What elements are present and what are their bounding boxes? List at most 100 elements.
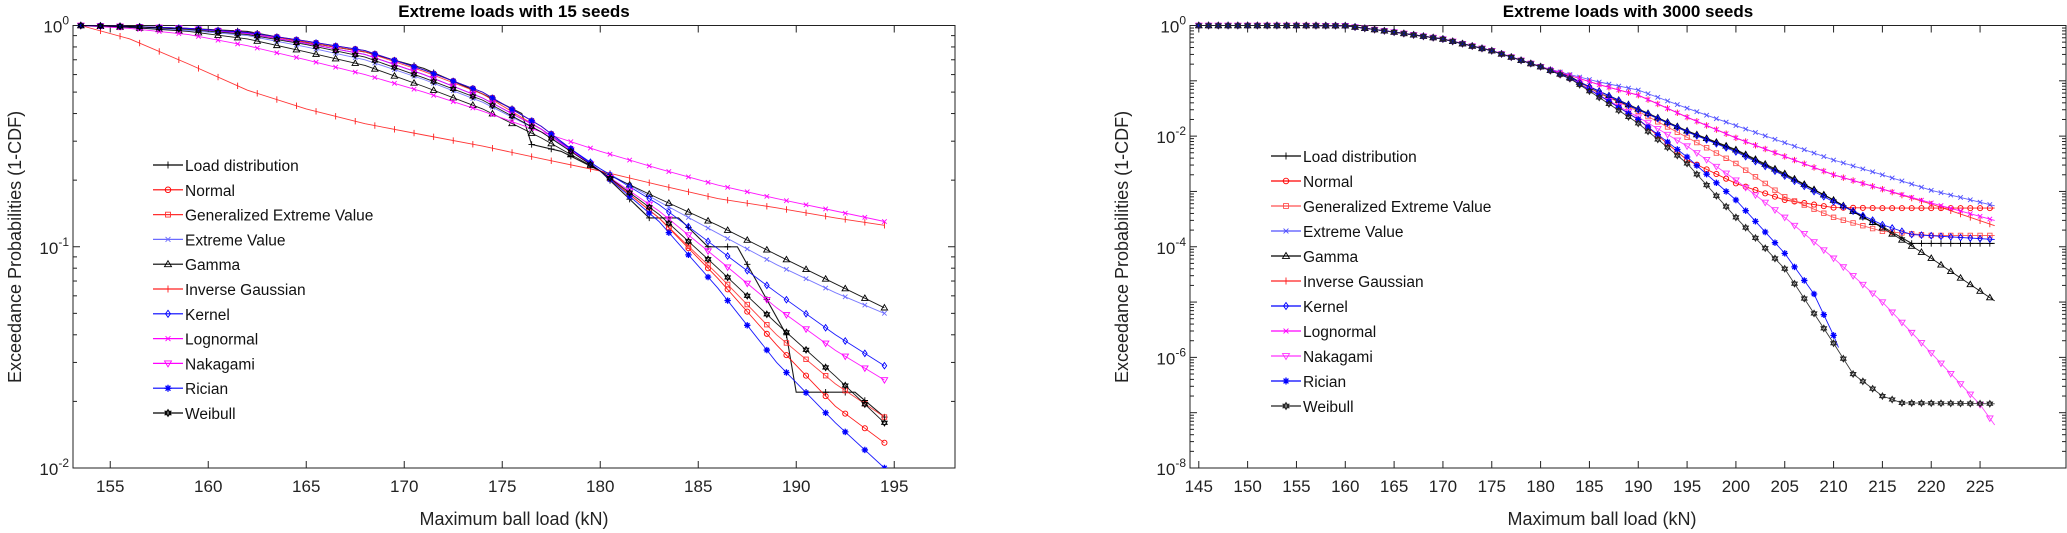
marker-circle xyxy=(881,439,888,446)
marker-star xyxy=(332,42,339,50)
marker-hexagram xyxy=(1888,395,1896,404)
marker-hexagram xyxy=(1800,294,1808,303)
marker-star xyxy=(1595,91,1603,99)
marker-x xyxy=(411,86,417,92)
marker-diamond xyxy=(1899,227,1905,236)
marker-x xyxy=(1645,97,1651,103)
marker-circle xyxy=(1850,204,1857,211)
marker-x xyxy=(165,236,171,243)
marker-x xyxy=(1860,180,1866,186)
legend-label: Gamma xyxy=(1303,249,1359,266)
marker-circle xyxy=(1908,205,1915,212)
legend-item: Weibull xyxy=(1271,399,1354,416)
marker-triangle-down xyxy=(762,296,771,304)
marker-square xyxy=(881,414,888,420)
marker-x xyxy=(666,168,672,175)
marker-diamond xyxy=(1645,110,1651,119)
series-inverse-gaussian xyxy=(1198,22,1995,228)
marker-star xyxy=(175,24,183,32)
marker-triangle-down xyxy=(1888,309,1897,317)
marker-x xyxy=(764,193,770,199)
marker-x xyxy=(1635,87,1641,93)
marker-x xyxy=(333,64,339,70)
marker-diamond xyxy=(1860,211,1866,220)
marker-x xyxy=(489,112,495,118)
marker-x xyxy=(744,246,750,252)
legend-label: Rician xyxy=(1303,374,1346,391)
marker-hexagram xyxy=(1966,399,1974,408)
marker-diamond xyxy=(783,295,790,304)
marker-hexagram xyxy=(371,56,379,65)
marker-x xyxy=(1713,116,1719,122)
marker-x xyxy=(1938,190,1944,196)
marker-x xyxy=(1723,131,1729,137)
y-tick-exponent: -2 xyxy=(1175,124,1186,138)
marker-circle xyxy=(1771,193,1778,200)
marker-square xyxy=(1879,228,1886,235)
marker-x xyxy=(1957,194,1964,200)
marker-x xyxy=(274,50,280,56)
x-tick-label: 150 xyxy=(1233,477,1261,496)
marker-diamond xyxy=(1957,233,1964,242)
marker-hexagram xyxy=(567,147,575,156)
marker-diamond xyxy=(1928,231,1935,240)
marker-hexagram xyxy=(508,111,516,121)
marker-diamond xyxy=(1733,147,1739,156)
marker-triangle-up xyxy=(1917,248,1926,255)
marker-hexagram xyxy=(528,122,536,131)
marker-triangle-up xyxy=(802,265,811,272)
marker-x xyxy=(1909,194,1915,200)
marker-triangle-up xyxy=(1946,267,1955,275)
marker-hexagram xyxy=(273,35,281,44)
marker-diamond xyxy=(803,309,809,318)
marker-square xyxy=(1782,194,1788,200)
marker-square xyxy=(1899,230,1905,236)
marker-x xyxy=(1664,105,1671,111)
marker-hexagram xyxy=(1790,279,1799,288)
marker-hexagram xyxy=(1810,309,1818,318)
marker-x xyxy=(1674,110,1680,116)
marker-triangle-down xyxy=(1868,290,1877,298)
marker-x xyxy=(1909,181,1915,187)
marker-hexagram xyxy=(410,70,418,79)
legend-item: Inverse Gaussian xyxy=(1271,274,1424,291)
marker-hexagram xyxy=(1546,66,1554,75)
marker-circle xyxy=(1713,171,1720,178)
marker-x xyxy=(725,184,731,190)
marker-x xyxy=(1850,163,1856,169)
marker-hexagram xyxy=(1927,399,1935,408)
marker-x xyxy=(431,92,437,98)
y-tick-exponent: -4 xyxy=(1175,235,1186,249)
marker-hexagram xyxy=(1380,26,1388,35)
marker-x xyxy=(1948,192,1954,198)
marker-star xyxy=(469,85,477,92)
marker-hexagram xyxy=(841,381,849,390)
marker-circle xyxy=(1282,177,1290,185)
marker-x xyxy=(1879,186,1885,192)
marker-x xyxy=(764,256,770,262)
series-line xyxy=(80,25,885,222)
marker-hexagram xyxy=(782,328,791,337)
marker-square xyxy=(165,211,171,218)
marker-x xyxy=(842,210,848,216)
x-tick-label: 220 xyxy=(1917,477,1945,496)
marker-x xyxy=(1752,142,1758,148)
marker-triangle-up xyxy=(547,139,556,147)
marker-star xyxy=(1791,263,1798,271)
marker-x xyxy=(1987,216,1993,222)
marker-triangle-up xyxy=(1878,223,1887,231)
marker-x xyxy=(1645,91,1651,97)
marker-hexagram xyxy=(1839,354,1847,363)
marker-square xyxy=(744,301,750,308)
marker-x xyxy=(744,189,750,195)
marker-diamond xyxy=(1781,172,1788,181)
marker-triangle-up xyxy=(410,78,419,86)
marker-hexagram xyxy=(1390,27,1398,37)
marker-hexagram xyxy=(1429,33,1437,42)
axes: 145 150 155 160 165 170 175 180 185 190 195 200 205 2… xyxy=(1156,14,2067,496)
marker-star xyxy=(763,346,771,354)
marker-x xyxy=(1762,146,1768,152)
legend-item: Lognormal xyxy=(1271,324,1376,341)
marker-star xyxy=(489,94,496,102)
marker-square xyxy=(764,322,770,328)
